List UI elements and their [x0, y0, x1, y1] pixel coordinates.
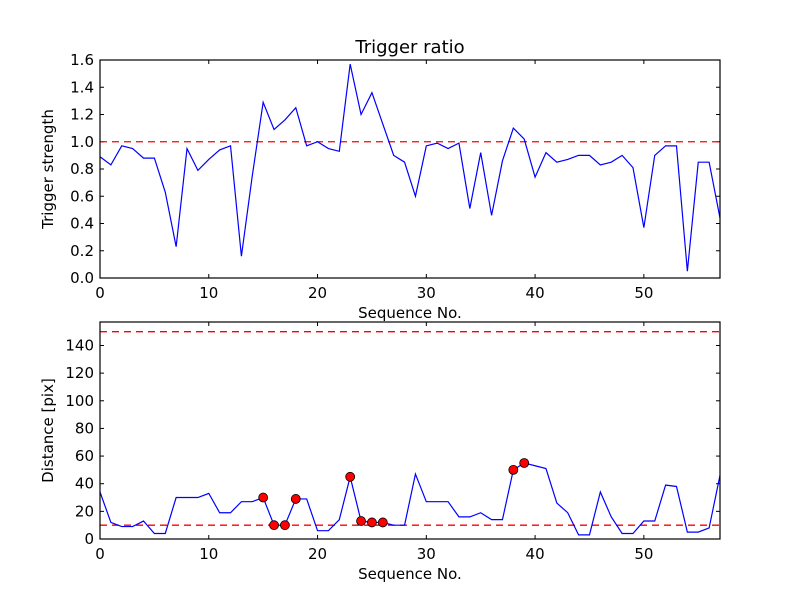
y-tick-label: 0	[84, 530, 94, 548]
chart-title: Trigger ratio	[354, 37, 464, 58]
data-point-marker	[377, 517, 388, 528]
subplot-1: 0 10 20 30 40 50 0.0 0.2 0.4 0.6 0.8 1.0 1.2 1.4 1.6 Tr…	[39, 37, 721, 322]
data-point-marker	[269, 520, 279, 531]
y-axis-label: Trigger strength	[39, 109, 57, 230]
x-axis-label: Sequence No.	[358, 565, 462, 583]
x-tick-label: 20	[308, 545, 327, 563]
y-tick-label: 140	[65, 336, 94, 354]
y-tick-label: 120	[65, 364, 94, 382]
x-tick-label: 0	[95, 545, 105, 563]
y-tick-label: 1.4	[70, 78, 94, 96]
y-tick-label: 0.2	[70, 242, 94, 260]
y-tick-label: 1.2	[70, 106, 94, 124]
data-point-marker	[280, 520, 290, 531]
axes-frame	[99, 59, 721, 279]
y-tick-label: 40	[75, 475, 94, 493]
y-tick-label: 0.8	[70, 160, 94, 178]
series-line	[99, 63, 721, 272]
data-point-marker	[258, 492, 269, 503]
axes-frame	[99, 321, 721, 540]
data-point-marker	[519, 458, 530, 468]
x-tick-label: 50	[634, 545, 653, 563]
x-tick-label: 30	[417, 545, 436, 563]
y-tick-label: 60	[75, 447, 94, 465]
x-tick-label: 40	[526, 545, 545, 563]
x-tick-label: 40	[526, 284, 545, 302]
y-axis-label: Distance [pix]	[39, 378, 57, 483]
y-tick-label: 0.6	[70, 187, 94, 205]
data-point-marker	[356, 516, 366, 526]
data-point-marker	[508, 464, 519, 475]
y-tick-label: 20	[75, 502, 94, 520]
x-axis-label: Sequence No.	[358, 304, 462, 322]
data-point-marker	[345, 471, 356, 482]
y-tick-label: 0.0	[70, 269, 94, 287]
subplot-2: 0 10 20 30 40 50 0 20 40 60 80 100 120 140 Sequence No…	[39, 321, 721, 583]
y-tick-label: 1.6	[70, 51, 94, 69]
y-tick-label: 80	[75, 419, 94, 437]
data-point-marker	[290, 494, 301, 504]
y-tick-label: 1.0	[70, 133, 94, 151]
x-tick-label: 50	[634, 284, 653, 302]
x-tick-label: 10	[199, 284, 218, 302]
data-point-marker	[367, 517, 377, 528]
x-tick-label: 10	[199, 545, 218, 563]
y-tick-label: 100	[65, 392, 94, 410]
x-tick-label: 0	[95, 284, 105, 302]
y-tick-label: 0.4	[70, 215, 94, 233]
x-tick-label: 20	[308, 284, 327, 302]
x-tick-label: 30	[417, 284, 436, 302]
series-line	[99, 462, 721, 536]
